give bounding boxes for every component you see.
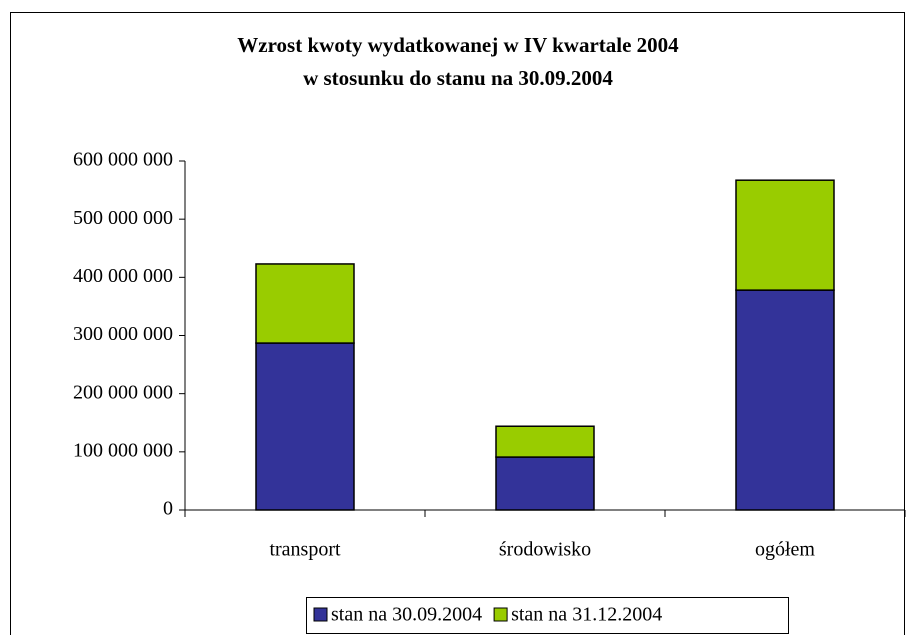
bar-segment [495, 425, 595, 458]
y-tick-label: 200 000 000 [73, 381, 173, 403]
legend-label: stan na 31.12.2004 [511, 604, 662, 626]
y-tick-label: 600 000 000 [73, 149, 173, 171]
y-tick-label: 500 000 000 [73, 207, 173, 229]
x-tick-label: środowisko [499, 539, 591, 561]
legend-swatch [313, 607, 328, 622]
bar-segment [735, 289, 835, 511]
bar-segment [255, 263, 355, 344]
x-tick-label: transport [269, 539, 341, 561]
y-tick-label: 300 000 000 [73, 323, 173, 345]
bar-segment [495, 456, 595, 511]
chart-title: w stosunku do stanu na 30.09.2004 [303, 66, 613, 90]
y-tick-label: 400 000 000 [73, 265, 173, 287]
x-tick-label: ogółem [755, 539, 815, 561]
legend-label: stan na 30.09.2004 [331, 604, 482, 626]
y-tick-label: 100 000 000 [73, 439, 173, 461]
bar-segment [735, 179, 835, 291]
legend-swatch [493, 607, 508, 622]
chart-title: Wzrost kwoty wydatkowanej w IV kwartale … [237, 33, 679, 57]
bar-segment [255, 342, 355, 511]
legend [306, 597, 789, 634]
y-tick-label: 0 [163, 498, 173, 520]
